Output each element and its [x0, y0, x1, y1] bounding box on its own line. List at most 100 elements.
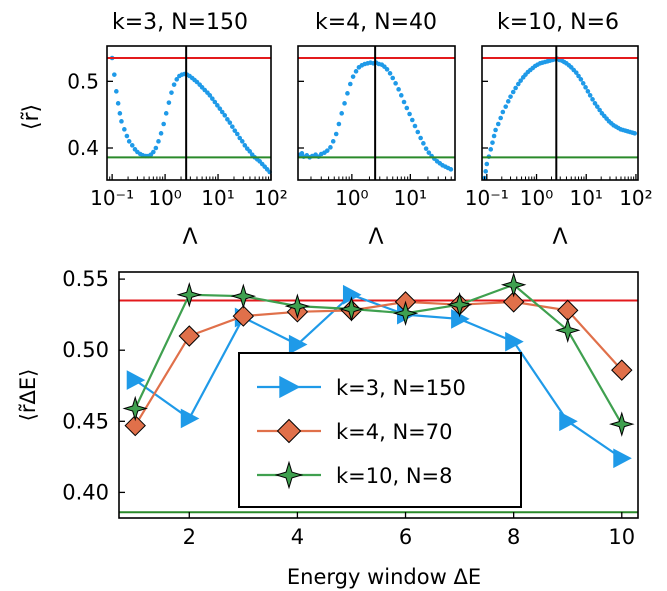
- series-marker: [502, 291, 525, 313]
- data-point: [495, 121, 501, 127]
- data-point: [421, 141, 426, 146]
- data-point: [493, 127, 498, 133]
- x-tick-label: 10²: [619, 186, 652, 210]
- x-tick-label: 10¹: [569, 186, 602, 210]
- legend-label: k=3, N=150: [336, 376, 466, 400]
- y-tick-label: 0.40: [62, 480, 109, 504]
- series-marker: [276, 418, 302, 444]
- data-point: [590, 97, 595, 102]
- data-point: [217, 106, 223, 111]
- data-point: [169, 90, 174, 95]
- y-tick-label: 0.55: [62, 267, 109, 291]
- x-tick-label: 10¹: [394, 186, 427, 210]
- data-point: [117, 111, 123, 116]
- x-axis-label-top-middle: Λ: [368, 225, 383, 250]
- series-line: [134, 283, 623, 425]
- data-point: [219, 109, 225, 115]
- panel-top-middle: k=4, N=40 Λ 10⁰ 10¹: [297, 10, 456, 250]
- data-point: [597, 107, 602, 113]
- x-tick-label: 4: [291, 525, 304, 549]
- data-point: [426, 150, 432, 155]
- data-point: [222, 113, 228, 118]
- data-point: [390, 75, 396, 81]
- panel-title-top-middle: k=4, N=40: [315, 10, 437, 35]
- data-point: [124, 133, 130, 139]
- y-tick-label: 0.5: [67, 69, 99, 93]
- plot-frame: [297, 45, 456, 181]
- data-point: [174, 77, 180, 82]
- data-point: [242, 143, 248, 148]
- data-point: [415, 129, 421, 135]
- series-marker: [500, 272, 527, 298]
- plot-frame: [106, 45, 272, 181]
- data-point: [114, 89, 119, 94]
- x-tick-label: 10²: [254, 186, 287, 210]
- data-point: [632, 131, 637, 136]
- legend-label: k=10, N=8: [336, 464, 453, 488]
- y-tick-label: 0.45: [62, 409, 109, 433]
- series-marker: [554, 317, 581, 344]
- data-point: [345, 91, 350, 96]
- series-marker: [505, 331, 524, 352]
- data-point: [119, 119, 124, 124]
- data-point: [401, 99, 407, 105]
- panel-top-right: k=10, N=6 Λ 10⁻¹ 10⁰ 10¹ 10²: [465, 10, 653, 250]
- data-point: [587, 93, 593, 98]
- series-marker: [446, 291, 473, 318]
- data-point: [225, 117, 230, 122]
- data-point: [573, 70, 579, 75]
- series-marker: [284, 293, 311, 319]
- data-point: [336, 121, 342, 127]
- data-point: [488, 147, 494, 152]
- series-marker: [126, 370, 146, 390]
- x-tick-label: 10⁰: [335, 186, 368, 210]
- data-point: [237, 135, 243, 141]
- legend-label: k=4, N=70: [336, 420, 453, 444]
- x-tick-label: 10¹: [201, 186, 234, 210]
- x-tick-label: 10: [608, 525, 635, 549]
- data-point: [595, 104, 600, 109]
- data-point: [215, 103, 220, 108]
- data-point: [129, 143, 135, 148]
- data-point: [330, 139, 336, 144]
- data-point: [576, 73, 581, 79]
- plot-frame: [481, 45, 639, 181]
- x-axis-label-top-left: Λ: [182, 225, 197, 250]
- data-point: [112, 72, 117, 77]
- data-point: [230, 124, 235, 129]
- series-marker: [611, 359, 633, 381]
- data-point: [227, 120, 233, 125]
- x-tick-label: 10⁻¹: [465, 186, 509, 210]
- series-line: [134, 293, 623, 460]
- x-tick-label: 2: [183, 525, 196, 549]
- x-axis-label-top-right: Λ: [552, 225, 567, 250]
- data-point: [510, 89, 516, 95]
- y-axis-label-bottom: ⟨r̃ΔE⟩: [16, 369, 40, 422]
- data-point: [163, 111, 169, 116]
- data-point: [210, 96, 215, 101]
- data-point: [500, 109, 506, 115]
- data-point: [328, 145, 333, 150]
- data-point: [503, 104, 509, 109]
- x-axis-label-bottom: Energy window ΔE: [287, 565, 481, 589]
- data-point: [171, 82, 177, 87]
- series-marker: [392, 300, 419, 326]
- data-point: [580, 81, 586, 86]
- data-point: [448, 167, 454, 172]
- data-point: [212, 99, 218, 105]
- data-point: [166, 100, 172, 105]
- data-point: [384, 67, 390, 72]
- data-point: [483, 169, 489, 174]
- data-point: [115, 101, 121, 106]
- data-point: [583, 85, 588, 90]
- data-point: [410, 117, 415, 123]
- data-point: [578, 77, 584, 82]
- series-marker: [288, 334, 308, 355]
- x-tick-label: 10⁰: [520, 186, 553, 210]
- series-marker: [124, 414, 146, 437]
- data-point: [398, 93, 404, 98]
- series-marker: [559, 411, 578, 432]
- series-marker: [613, 448, 632, 469]
- data-point: [418, 135, 423, 141]
- panel-bottom: ⟨r̃ΔE⟩ Energy window ΔE 2 4 6 8 10 0.40 0.45 0.…: [16, 267, 639, 589]
